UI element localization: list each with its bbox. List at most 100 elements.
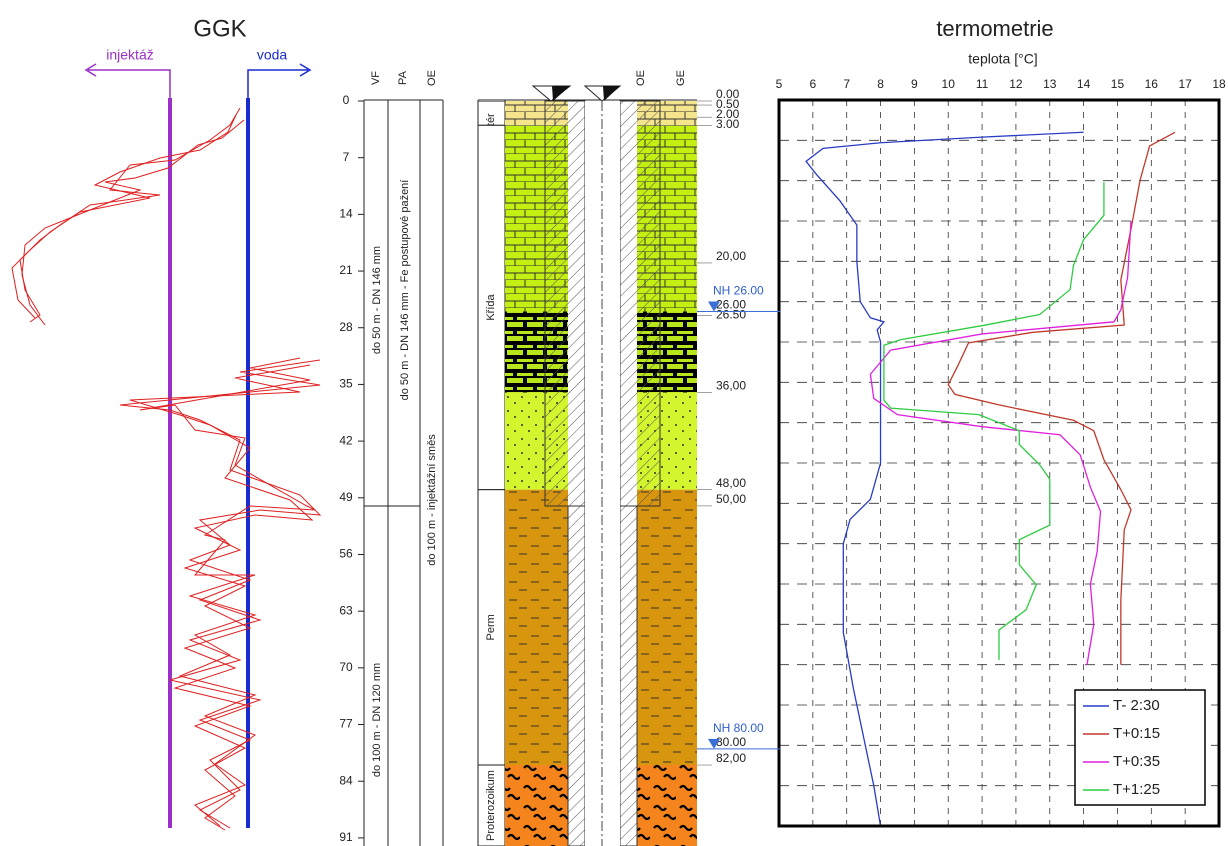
y-tick-label: 35 xyxy=(339,377,353,391)
ggk-panel: GGK injektáž voda xyxy=(11,15,322,831)
y-tick-label: 28 xyxy=(339,320,353,334)
header: GE xyxy=(675,70,687,86)
x-axis-label: teplota [°C] xyxy=(968,51,1037,67)
ggk-trace xyxy=(119,359,322,829)
stratigraphy-label: Proterozoikum xyxy=(485,770,497,841)
header: VF xyxy=(370,71,382,85)
water-level-marker xyxy=(708,301,720,312)
x-tick-label: 7 xyxy=(843,77,850,91)
x-tick-label: 12 xyxy=(1009,77,1023,91)
stratigraphy-unit xyxy=(478,764,505,846)
y-tick-label: 84 xyxy=(339,773,353,787)
casing-note: do 100 m - DN 120 mm xyxy=(371,663,383,777)
depth-axis: 0 7 14 21 28 35 42 49 56 63 70 77 84 91 xyxy=(339,93,364,844)
thermo-chart: termometrie teplota [°C] 5 6 7 8 9 10 11 12 13 14… xyxy=(776,16,1226,828)
casing-hatch xyxy=(619,100,661,507)
legend-label: T+0:35 xyxy=(1113,753,1160,770)
x-tick-label: 17 xyxy=(1178,77,1192,91)
depth-label: 26.50 xyxy=(716,308,746,322)
legend-label: T+0:15 xyxy=(1113,725,1160,742)
ggk-trace xyxy=(21,119,245,326)
casing-note: do 100 m - injektážní směs xyxy=(426,434,438,566)
ggk-trace xyxy=(139,357,316,827)
stratigraphy-label: Křída xyxy=(485,293,497,320)
depth-label: 36,00 xyxy=(716,379,746,393)
plot-border xyxy=(777,98,1221,828)
column-headers: VF PA OE OE GE xyxy=(370,70,687,86)
marker xyxy=(603,86,620,101)
casing xyxy=(531,85,661,846)
marker xyxy=(552,86,570,101)
ggk-trace xyxy=(19,107,241,323)
ggk-left-label: injektáž xyxy=(106,47,153,63)
depth-label: 80.00 xyxy=(716,735,746,749)
water-level-label: NH 80.00 xyxy=(713,721,764,735)
depth-label: 3.00 xyxy=(716,117,740,131)
y-tick-label: 49 xyxy=(339,490,353,504)
series-line xyxy=(883,182,1105,660)
casing-note: do 50 m - DN 146 mm xyxy=(371,246,383,354)
depth-label: 2.00 xyxy=(716,107,740,121)
casing-hatch xyxy=(619,505,638,846)
lithology-pattern xyxy=(637,489,697,766)
y-tick-label: 63 xyxy=(339,603,353,617)
casing-hatch xyxy=(567,505,586,846)
depth-label: 20,00 xyxy=(716,249,746,263)
x-tick-label: 13 xyxy=(1043,77,1057,91)
legend-box xyxy=(1074,689,1206,806)
depth-label: 82,00 xyxy=(716,751,746,765)
water-level-label: NH 26.00 xyxy=(713,284,764,298)
y-tick-label: 42 xyxy=(339,433,353,447)
ggk-right-label: voda xyxy=(257,47,288,63)
x-tick-label: 15 xyxy=(1111,77,1125,91)
series-line xyxy=(805,131,1084,827)
x-tick-label: 6 xyxy=(810,77,817,91)
lithology-pattern xyxy=(505,489,568,766)
depth-label: 48,00 xyxy=(716,476,746,490)
y-tick-label: 77 xyxy=(339,717,353,731)
depth-label: 50,00 xyxy=(716,492,746,506)
header: PA xyxy=(397,70,409,85)
depth-label: 26.00 xyxy=(716,298,746,312)
ggk-traces xyxy=(11,107,322,831)
x-tick-label: 14 xyxy=(1077,77,1091,91)
water-level-marker xyxy=(708,738,720,749)
series-line xyxy=(869,220,1132,665)
y-tick-label: 91 xyxy=(339,830,353,844)
x-tick-label: 9 xyxy=(911,77,918,91)
series-line xyxy=(947,131,1176,665)
depth-label: 0.50 xyxy=(716,97,740,111)
chart-title: termometrie xyxy=(936,16,1053,41)
ggk-title: GGK xyxy=(193,15,246,42)
y-tick-label: 7 xyxy=(343,150,350,164)
ggk-trace xyxy=(11,114,237,319)
lithology-pattern xyxy=(637,765,697,846)
header: OE xyxy=(635,70,647,86)
lithology-pattern xyxy=(505,765,568,846)
stratigraphy-column: KvartérKřídaPermProterozoikum xyxy=(478,101,505,846)
legend-label: T+1:25 xyxy=(1113,781,1160,798)
legend-label: T- 2:30 xyxy=(1113,697,1160,714)
x-tick-label: 8 xyxy=(877,77,884,91)
y-tick-label: 0 xyxy=(343,93,350,107)
arrow-right xyxy=(247,63,312,98)
header: OE xyxy=(426,70,438,86)
depth-label: 0.00 xyxy=(716,87,740,101)
x-tick-label: 10 xyxy=(942,77,956,91)
casing-notes: do 50 m - DN 146 mm do 100 m - DN 120 mm… xyxy=(371,180,438,778)
x-tick-label: 18 xyxy=(1212,77,1226,91)
x-tick-label: 5 xyxy=(776,77,783,91)
casing-hatch xyxy=(544,100,586,507)
casing-note: do 50 m - DN 146 mm - Fe postupové pažen… xyxy=(399,180,411,401)
y-tick-label: 56 xyxy=(339,547,353,561)
stratigraphy-label: Perm xyxy=(485,614,497,640)
y-tick-label: 14 xyxy=(339,207,353,221)
y-tick-label: 21 xyxy=(339,263,353,277)
ggk-trace xyxy=(129,364,314,831)
x-tick-label: 16 xyxy=(1145,77,1159,91)
y-tick-label: 70 xyxy=(339,660,353,674)
arrow-left xyxy=(84,63,171,98)
stratigraphy-unit xyxy=(478,124,505,491)
x-tick-label: 11 xyxy=(976,77,989,91)
